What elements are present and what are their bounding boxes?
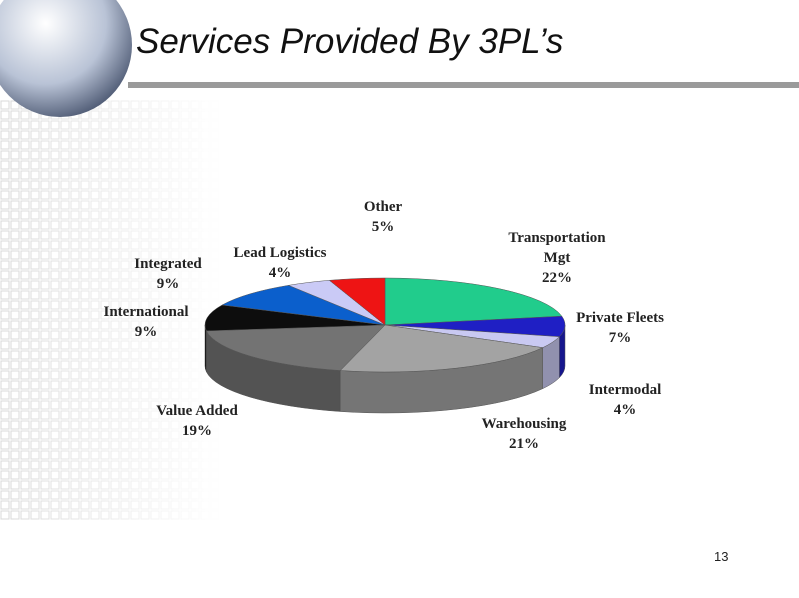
globe-icon <box>0 0 132 117</box>
slice-name: Transportation Mgt <box>508 230 606 266</box>
slice-label: Other 5% <box>364 197 402 237</box>
slice-label: Warehousing 21% <box>482 414 567 454</box>
slice-value: 7% <box>608 330 632 346</box>
slice-value: 22% <box>542 270 572 286</box>
slice-top <box>206 324 386 371</box>
slice-value: 5% <box>371 219 395 235</box>
slice-side <box>204 324 207 372</box>
slice-label: Intermodal 4% <box>589 380 662 420</box>
slice-label: Transportation Mgt 22% <box>497 228 617 288</box>
slice-label: Private Fleets 7% <box>576 308 664 348</box>
slice-label: Lead Logistics 4% <box>234 243 327 283</box>
title-rule <box>128 82 799 88</box>
slice-top <box>384 277 563 326</box>
slice-name: Integrated <box>134 256 202 272</box>
slice-value: 19% <box>182 423 212 439</box>
slice-top <box>204 304 386 332</box>
slice-value: 4% <box>613 402 637 418</box>
slide-title: Services Provided By 3PL’s <box>136 22 564 61</box>
slice-name: Private Fleets <box>576 310 664 326</box>
slice-name: Warehousing <box>481 416 567 432</box>
slice-value: 9% <box>134 324 158 340</box>
slice-name: Lead Logistics <box>233 245 327 261</box>
slice-top <box>221 285 386 326</box>
slice-label: International 9% <box>103 302 188 342</box>
slice-value: 21% <box>509 436 539 452</box>
slide-number: 13 <box>714 549 729 564</box>
slice-name: Intermodal <box>588 382 662 398</box>
slice-top <box>328 277 386 326</box>
slice-value: 4% <box>268 265 292 281</box>
slice-label: Value Added 19% <box>156 401 238 441</box>
slice-name: Other <box>363 199 403 215</box>
slice-top <box>339 324 544 373</box>
slice-name: International <box>103 304 189 320</box>
slice-label: Integrated 9% <box>134 254 202 294</box>
pie <box>204 277 566 414</box>
background-fade <box>0 100 222 520</box>
pie-slice <box>204 324 207 372</box>
slice-value: 9% <box>156 276 180 292</box>
slice-name: Value Added <box>156 403 238 419</box>
